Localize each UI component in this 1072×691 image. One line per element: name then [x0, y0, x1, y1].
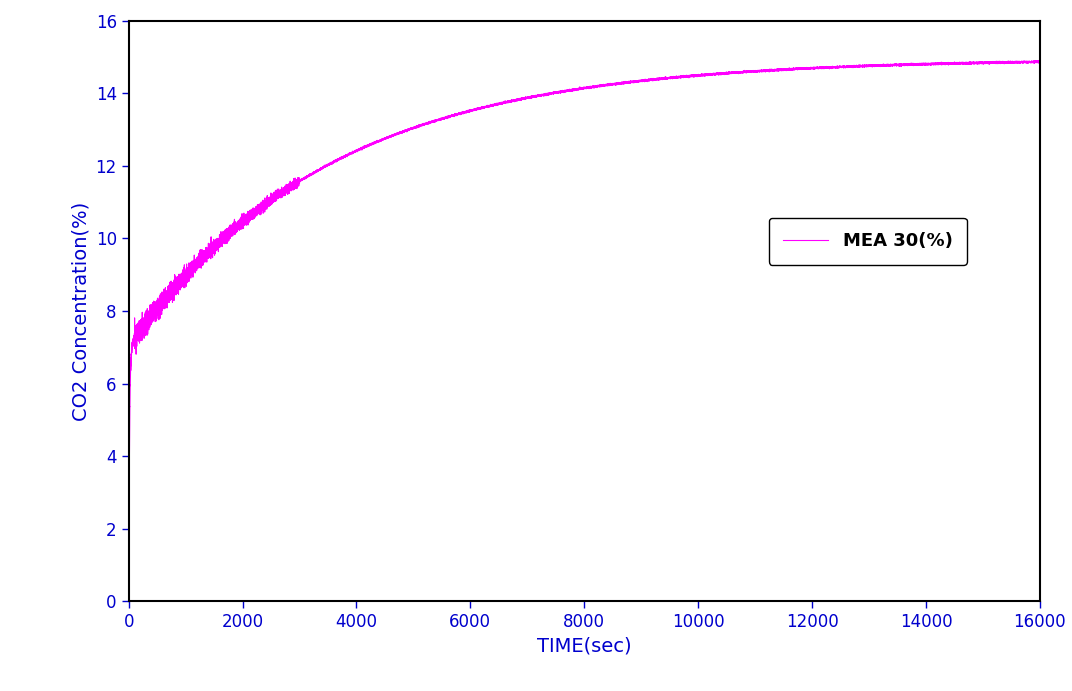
X-axis label: TIME(sec): TIME(sec): [537, 636, 631, 656]
MEA 30(%): [1033, 57, 1046, 66]
Y-axis label: CO2 Concentration(%): CO2 Concentration(%): [71, 201, 90, 421]
Legend: MEA 30(%): MEA 30(%): [769, 218, 967, 265]
MEA 30(%): [122, 597, 135, 605]
Line: MEA 30(%): MEA 30(%): [129, 61, 1040, 601]
MEA 30(%): [153, 300, 166, 308]
MEA 30(%): [470, 106, 482, 114]
MEA 30(%): [792, 65, 805, 73]
MEA 30(%): [1030, 57, 1043, 65]
MEA 30(%): [907, 60, 920, 68]
MEA 30(%): [629, 77, 642, 86]
MEA 30(%): [566, 86, 579, 94]
